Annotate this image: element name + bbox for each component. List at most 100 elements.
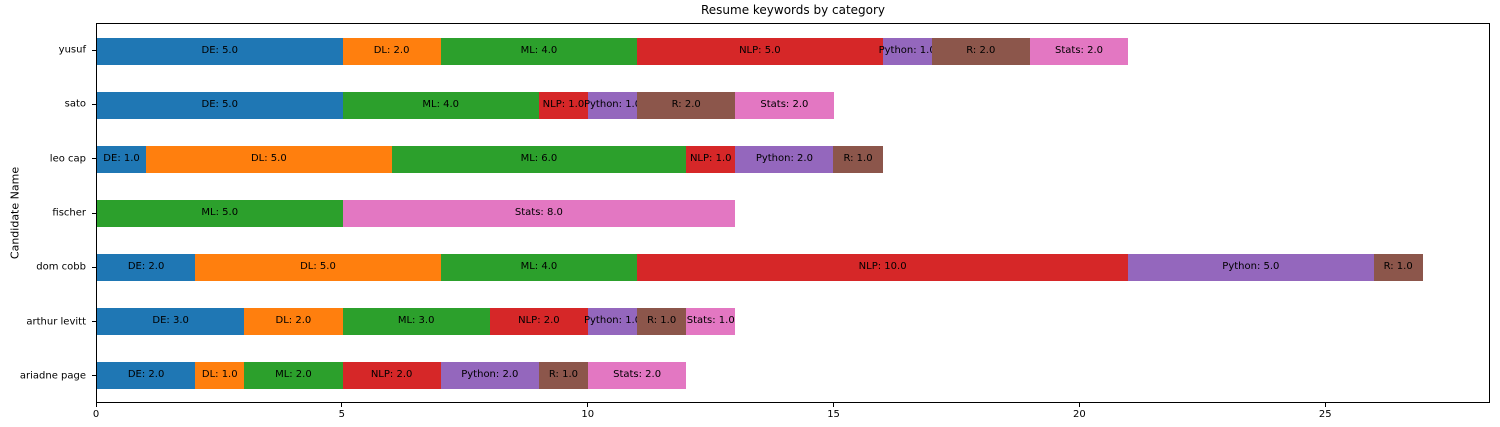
- bar-segment-python-arthur-levitt: Python: 1.0: [584, 307, 641, 335]
- bar-segment-stats-fischer: Stats: 8.0: [342, 199, 736, 227]
- y-tick-mark: [92, 266, 96, 268]
- bar-segment-label: ML: 4.0: [520, 45, 558, 56]
- bar-segment-python-leo-cap: Python: 2.0: [735, 145, 834, 173]
- bar-segment-label: Python: 1.0: [583, 315, 642, 326]
- bar-segment-de-ariadne-page: DE: 2.0: [97, 361, 196, 389]
- bar-segment-label: Stats: 1.0: [686, 315, 735, 326]
- y-tick-label-dom-cobb: dom cobb: [36, 261, 86, 273]
- bar-segment-label: Stats: 2.0: [1055, 45, 1103, 56]
- bar-segment-label: DE: 5.0: [201, 45, 238, 56]
- bar-segment-label: R: 1.0: [647, 315, 677, 326]
- bar-segment-label: DL: 2.0: [275, 315, 312, 326]
- bar-segment-label: R: 2.0: [966, 45, 996, 56]
- y-tick-label-sato: sato: [64, 98, 86, 110]
- x-tick-label-5: 5: [338, 409, 346, 420]
- stacked-bar-dom-cobb: DE: 2.0 DL: 5.0 ML: 4.0 NLP: 10.0 Python: 5.…: [97, 253, 1423, 281]
- bar-segment-ml-sato: ML: 4.0: [342, 91, 539, 119]
- bar-segment-dl-dom-cobb: DL: 5.0: [195, 253, 441, 281]
- bar-segment-label: R: 1.0: [548, 369, 578, 380]
- bar-segment-label: NLP: 10.0: [858, 261, 907, 272]
- bar-segment-ml-dom-cobb: ML: 4.0: [440, 253, 638, 281]
- bar-segment-stats-ariadne-page: Stats: 2.0: [588, 361, 687, 389]
- bar-segment-nlp-leo-cap: NLP: 1.0: [686, 145, 736, 173]
- bar-segment-label: NLP: 5.0: [739, 45, 781, 56]
- bar-segment-de-arthur-levitt: DE: 3.0: [97, 307, 245, 335]
- bar-segment-r-leo-cap: R: 1.0: [833, 145, 883, 173]
- bar-segment-r-sato: R: 2.0: [637, 91, 736, 119]
- x-tick-mark: [95, 403, 97, 407]
- bar-segment-stats-sato: Stats: 2.0: [735, 91, 834, 119]
- bar-segment-label: DE: 5.0: [201, 99, 238, 110]
- bar-segment-python-dom-cobb: Python: 5.0: [1128, 253, 1374, 281]
- bar-segment-label: Python: 2.0: [461, 369, 519, 380]
- stacked-bar-arthur-levitt: DE: 3.0 DL: 2.0 ML: 3.0 NLP: 2.0 Python: 1.0…: [97, 307, 736, 335]
- bar-segment-de-sato: DE: 5.0: [97, 91, 343, 119]
- y-tick-mark: [92, 212, 96, 214]
- bar-row-dom-cobb: DE: 2.0 DL: 5.0 ML: 4.0 NLP: 10.0 Python: 5.…: [97, 240, 1489, 294]
- bar-segment-stats-arthur-levitt: Stats: 1.0: [686, 307, 736, 335]
- x-tick-label-25: 25: [1318, 409, 1332, 420]
- stacked-bar-ariadne-page: DE: 2.0 DL: 1.0 ML: 2.0 NLP: 2.0 Python: 2.0…: [97, 361, 687, 389]
- x-tick-mark: [1078, 403, 1080, 407]
- x-tick-label-0: 0: [92, 409, 100, 420]
- y-tick-label-arthur-levitt: arthur levitt: [26, 316, 86, 328]
- bar-segment-label: Python: 1.0: [878, 45, 936, 56]
- stacked-bar-fischer: ML: 5.0 Stats: 8.0: [97, 199, 736, 227]
- y-tick-label-fischer: fischer: [52, 207, 86, 219]
- bar-segment-label: NLP: 2.0: [518, 315, 560, 326]
- bar-segment-nlp-dom-cobb: NLP: 10.0: [637, 253, 1129, 281]
- bar-segment-python-ariadne-page: Python: 2.0: [440, 361, 539, 389]
- y-tick-mark: [92, 158, 96, 160]
- bar-row-arthur-levitt: DE: 3.0 DL: 2.0 ML: 3.0 NLP: 2.0 Python: 1.0…: [97, 294, 1489, 348]
- bar-segment-label: ML: 3.0: [397, 315, 435, 326]
- bar-segment-ml-fischer: ML: 5.0: [97, 199, 343, 227]
- bar-segment-label: DL: 5.0: [250, 153, 287, 164]
- bar-row-yusuf: DE: 5.0 DL: 2.0 ML: 4.0 NLP: 5.0 Python: 1.0…: [97, 24, 1489, 78]
- bar-segment-python-yusuf: Python: 1.0: [879, 37, 936, 65]
- bar-segment-label: ML: 4.0: [520, 261, 558, 272]
- bar-segment-de-leo-cap: DE: 1.0: [97, 145, 147, 173]
- bar-segment-label: R: 2.0: [671, 99, 701, 110]
- bar-segment-dl-yusuf: DL: 2.0: [342, 37, 441, 65]
- bar-segment-label: DE: 1.0: [103, 153, 140, 164]
- bar-segment-r-dom-cobb: R: 1.0: [1373, 253, 1423, 281]
- x-tick-mark: [587, 403, 589, 407]
- x-tick-mark: [1324, 403, 1326, 407]
- y-tick-label-yusuf: yusuf: [58, 44, 86, 56]
- bar-segment-ml-leo-cap: ML: 6.0: [391, 145, 687, 173]
- bar-segment-dl-ariadne-page: DL: 1.0: [195, 361, 245, 389]
- bar-segment-label: Python: 2.0: [755, 153, 813, 164]
- bar-row-leo-cap: DE: 1.0 DL: 5.0 ML: 6.0 NLP: 1.0 Python: 2.0…: [97, 132, 1489, 186]
- y-tick-label-ariadne-page: ariadne page: [19, 370, 86, 382]
- bar-segment-nlp-ariadne-page: NLP: 2.0: [342, 361, 441, 389]
- bar-segment-label: DE: 2.0: [127, 261, 165, 272]
- bar-segment-label: DL: 5.0: [300, 261, 336, 272]
- bar-segment-label: ML: 2.0: [275, 369, 312, 380]
- stacked-bar-leo-cap: DE: 1.0 DL: 5.0 ML: 6.0 NLP: 1.0 Python: 2.0…: [97, 145, 883, 173]
- bar-segment-stats-yusuf: Stats: 2.0: [1029, 37, 1129, 65]
- stacked-bar-yusuf: DE: 5.0 DL: 2.0 ML: 4.0 NLP: 5.0 Python: 1.0…: [97, 37, 1129, 65]
- bar-segment-nlp-arthur-levitt: NLP: 2.0: [489, 307, 588, 335]
- bar-segment-label: Python: 1.0: [583, 99, 642, 110]
- bar-segment-de-yusuf: DE: 5.0: [97, 37, 343, 65]
- bar-segment-r-ariadne-page: R: 1.0: [538, 361, 588, 389]
- bar-segment-label: Python: 5.0: [1222, 261, 1280, 272]
- y-tick-mark: [92, 103, 96, 105]
- y-tick-label-leo-cap: leo cap: [49, 153, 86, 165]
- bar-segment-label: ML: 5.0: [201, 207, 239, 218]
- plot-area: DE: 5.0 DL: 2.0 ML: 4.0 NLP: 5.0 Python: 1.0…: [96, 23, 1490, 403]
- bar-row-sato: DE: 5.0 ML: 4.0 NLP: 1.0 Python: 1.0 R: 2.0 S…: [97, 78, 1489, 132]
- x-tick-label-10: 10: [581, 409, 595, 420]
- bar-segment-label: Stats: 8.0: [514, 207, 563, 218]
- stacked-bar-sato: DE: 5.0 ML: 4.0 NLP: 1.0 Python: 1.0 R: 2.0 S…: [97, 91, 834, 119]
- bar-segment-python-sato: Python: 1.0: [584, 91, 641, 119]
- bar-segment-label: ML: 4.0: [422, 99, 460, 110]
- x-tick-label-15: 15: [827, 409, 840, 420]
- bar-segment-label: DL: 1.0: [201, 369, 238, 380]
- bar-row-ariadne-page: DE: 2.0 DL: 1.0 ML: 2.0 NLP: 2.0 Python: 2.0…: [97, 348, 1489, 402]
- bar-segment-label: R: 1.0: [843, 153, 873, 164]
- bar-segment-label: NLP: 1.0: [689, 153, 732, 164]
- bar-segment-nlp-yusuf: NLP: 5.0: [637, 37, 883, 65]
- bar-segment-label: ML: 6.0: [520, 153, 558, 164]
- bar-segment-label: DE: 3.0: [152, 315, 189, 326]
